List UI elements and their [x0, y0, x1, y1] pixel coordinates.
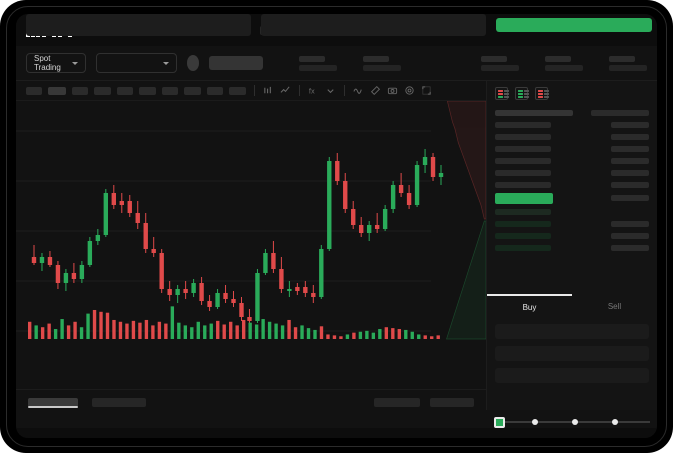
order-book-bid-row[interactable]: [495, 231, 649, 240]
timeframe-3[interactable]: [72, 86, 88, 95]
candlestick-chart-icon[interactable]: [263, 85, 274, 96]
total-field[interactable]: [495, 368, 649, 383]
camera-icon[interactable]: [387, 85, 398, 96]
orderbook-asks-icon[interactable]: [535, 87, 549, 100]
trading-subheader: Spot Trading: [16, 46, 657, 81]
svg-text:fx: fx: [309, 86, 315, 95]
order-book-bid-row[interactable]: [495, 219, 649, 228]
order-book-ask-row[interactable]: [495, 132, 649, 141]
toolbar-divider: [254, 85, 255, 96]
price-chart[interactable]: [16, 101, 486, 389]
depth-chart: [446, 101, 486, 340]
order-book-view-toggles: [487, 81, 657, 106]
timeframe-4[interactable]: [94, 86, 111, 95]
slider-stop-75[interactable]: [612, 419, 618, 425]
chevron-down-icon: [162, 61, 169, 65]
candlestick-series: [31, 149, 444, 325]
volume-series: [28, 306, 440, 339]
timeframe-5[interactable]: [117, 86, 133, 95]
order-book-bid-row[interactable]: [495, 207, 649, 216]
tab-action-2[interactable]: [430, 398, 474, 407]
slider-stop-50[interactable]: [572, 419, 578, 425]
chart-toolbar: fx: [16, 81, 486, 101]
amount-percent-slider[interactable]: [494, 416, 650, 428]
gear-icon[interactable]: [404, 85, 415, 96]
mode-label: Spot Trading: [34, 54, 61, 72]
timeframe-9[interactable]: [207, 86, 223, 95]
bottom-cta-button[interactable]: [496, 18, 652, 32]
pair-price-block: [208, 56, 263, 70]
order-form: [486, 318, 657, 410]
chevron-down-icon[interactable]: [325, 85, 336, 96]
slider-stop-25[interactable]: [532, 419, 538, 425]
stat-price: [299, 55, 337, 71]
pair-selector[interactable]: [95, 53, 177, 73]
timeframe-1[interactable]: [26, 86, 42, 95]
stat-volume: [481, 55, 519, 71]
tab-action-1[interactable]: [374, 398, 420, 407]
ruler-icon[interactable]: [370, 85, 381, 96]
timeframe-7[interactable]: [162, 86, 178, 95]
order-book-ask-row[interactable]: [495, 120, 649, 129]
trade-side-tabs: Buy Sell: [486, 294, 657, 318]
mode-selector[interactable]: Spot Trading: [26, 53, 86, 73]
toolbar-divider: [344, 85, 345, 96]
order-book-ask-row[interactable]: [495, 156, 649, 165]
timeframe-6[interactable]: [139, 86, 156, 95]
active-tab-indicator: [28, 406, 78, 408]
slider-handle[interactable]: [494, 416, 505, 428]
stat-change: [363, 55, 401, 71]
last-price-row[interactable]: [495, 192, 649, 204]
timeframe-2[interactable]: [48, 86, 66, 95]
order-book-ask-row[interactable]: [495, 180, 649, 189]
orderbook-both-icon[interactable]: [495, 87, 509, 100]
tab-order-history[interactable]: [92, 398, 146, 407]
timeframe-10[interactable]: [229, 86, 246, 95]
order-book-bid-row[interactable]: [495, 243, 649, 252]
orderbook-bids-icon[interactable]: [515, 87, 529, 100]
price-field[interactable]: [495, 324, 649, 339]
fullscreen-icon[interactable]: [421, 85, 432, 96]
pair-coin-icon: [186, 55, 199, 71]
bottom-panel-tabs: [16, 389, 486, 415]
order-book-ask-row[interactable]: [495, 168, 649, 177]
indicators-icon[interactable]: fx: [308, 85, 319, 96]
bottom-panel-mid[interactable]: [261, 14, 486, 36]
order-book-header: [495, 108, 649, 117]
bottom-bar: [16, 428, 657, 438]
stat-extra-2: [609, 55, 647, 71]
wave-icon[interactable]: [353, 85, 364, 96]
tab-open-orders[interactable]: [28, 398, 78, 407]
app-screen: Spot Trading: [16, 14, 657, 438]
amount-field[interactable]: [495, 346, 649, 361]
order-book-rows: [487, 106, 657, 257]
tab-buy[interactable]: Buy: [487, 294, 572, 318]
timeframe-8[interactable]: [184, 86, 201, 95]
order-book-ask-row[interactable]: [495, 144, 649, 153]
order-book-panel: [486, 81, 657, 294]
line-chart-icon[interactable]: [280, 85, 291, 96]
bottom-tabs-right: [374, 398, 474, 407]
toolbar-divider: [299, 85, 300, 96]
stat-extra-1: [545, 55, 583, 71]
chevron-down-icon: [71, 61, 78, 65]
tab-sell[interactable]: Sell: [607, 301, 622, 311]
bottom-panel-left[interactable]: [26, 14, 251, 36]
